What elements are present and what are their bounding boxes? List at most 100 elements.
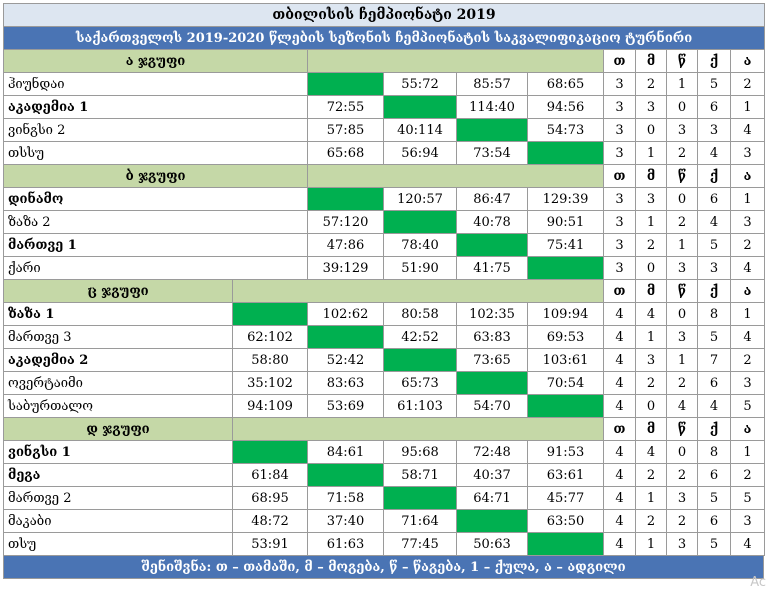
score-cell: 71:58 bbox=[307, 486, 384, 510]
stat-header: თ bbox=[603, 417, 636, 441]
score-cell: 70:54 bbox=[527, 371, 604, 395]
score-cell: 40:78 bbox=[456, 210, 528, 234]
team-name: ქარი bbox=[3, 256, 308, 280]
stat-cell: 3 bbox=[697, 118, 731, 142]
stat-cell: 3 bbox=[603, 118, 636, 142]
score-cell: 63:61 bbox=[527, 463, 604, 487]
self-match-cell bbox=[383, 486, 457, 510]
score-cell: 84:61 bbox=[307, 440, 384, 464]
stat-cell: 1 bbox=[729, 95, 766, 119]
stat-cell: 3 bbox=[635, 95, 667, 119]
standings-sheet: თბილისის ჩემპიონატი 2019 საქართველოს 201… bbox=[2, 3, 766, 579]
stat-cell: 4 bbox=[697, 141, 731, 165]
table-row: მართვე 3 62:102 42:52 63:83 69:53 4 1 3 5 4 bbox=[3, 325, 766, 349]
stat-cell: 4 bbox=[603, 302, 636, 326]
score-cell: 120:57 bbox=[383, 187, 457, 211]
stat-header: ქ bbox=[697, 417, 731, 441]
self-match-cell bbox=[456, 371, 528, 395]
table-row: მართვე 2 68:95 71:58 64:71 45:77 4 1 3 5 5 bbox=[3, 486, 766, 510]
stat-cell: 1 bbox=[666, 233, 698, 257]
watermark-text: Ac bbox=[750, 575, 766, 590]
stat-cell: 5 bbox=[729, 486, 766, 510]
score-cell: 83:63 bbox=[307, 371, 384, 395]
score-cell: 78:40 bbox=[383, 233, 457, 257]
stat-cell: 6 bbox=[697, 187, 731, 211]
score-cell: 80:58 bbox=[383, 302, 457, 326]
stat-cell: 1 bbox=[666, 72, 698, 96]
stat-cell: 3 bbox=[603, 187, 636, 211]
stat-cell: 2 bbox=[635, 233, 667, 257]
self-match-cell bbox=[527, 256, 604, 280]
stat-cell: 5 bbox=[697, 233, 731, 257]
score-cell: 103:61 bbox=[527, 348, 604, 372]
table-row: ჰიუნდაი 55:72 85:57 68:65 3 2 1 5 2 bbox=[3, 72, 766, 96]
stat-cell: 2 bbox=[635, 463, 667, 487]
score-cell: 61:63 bbox=[307, 532, 384, 556]
legend-note: შენიშვნა: თ – თამაში, მ – მოგება, წ – წა… bbox=[3, 555, 764, 579]
group-header-filler bbox=[307, 164, 604, 188]
score-cell: 53:91 bbox=[232, 532, 308, 556]
team-name: აკადემია 1 bbox=[3, 95, 308, 119]
self-match-cell bbox=[232, 302, 308, 326]
score-cell: 71:64 bbox=[383, 509, 457, 533]
self-match-cell bbox=[527, 394, 604, 418]
team-name: მეგა bbox=[3, 463, 233, 487]
stat-cell: 4 bbox=[697, 210, 731, 234]
score-cell: 48:72 bbox=[232, 509, 308, 533]
self-match-cell bbox=[307, 187, 384, 211]
score-cell: 65:73 bbox=[383, 371, 457, 395]
group-title: ც ჯგუფი bbox=[3, 279, 233, 303]
team-name: ვინგსი 1 bbox=[3, 440, 233, 464]
group-title: ა ჯგუფი bbox=[3, 49, 308, 73]
stat-cell: 0 bbox=[635, 118, 667, 142]
stat-cell: 2 bbox=[666, 141, 698, 165]
table-row: თსსუ 65:68 56:94 73:54 3 1 2 4 3 bbox=[3, 141, 766, 165]
score-cell: 63:50 bbox=[527, 509, 604, 533]
team-name: მაკაბი bbox=[3, 509, 233, 533]
table-row: ვინგსი 1 84:61 95:68 72:48 91:53 4 4 0 8 1 bbox=[3, 440, 766, 464]
score-cell: 40:114 bbox=[383, 118, 457, 142]
score-cell: 95:68 bbox=[383, 440, 457, 464]
stat-cell: 4 bbox=[603, 509, 636, 533]
stat-cell: 3 bbox=[666, 532, 698, 556]
stat-cell: 1 bbox=[729, 302, 766, 326]
score-cell: 102:35 bbox=[456, 302, 528, 326]
score-cell: 129:39 bbox=[527, 187, 604, 211]
stat-cell: 0 bbox=[666, 302, 698, 326]
stat-cell: 2 bbox=[729, 463, 766, 487]
score-cell: 41:75 bbox=[456, 256, 528, 280]
stat-cell: 5 bbox=[697, 325, 731, 349]
stat-cell: 2 bbox=[666, 463, 698, 487]
stat-cell: 4 bbox=[603, 463, 636, 487]
score-cell: 77:45 bbox=[383, 532, 457, 556]
stat-cell: 3 bbox=[666, 118, 698, 142]
group-header-row: ც ჯგუფი თ მ წ ქ ა bbox=[3, 279, 766, 303]
stat-cell: 6 bbox=[697, 371, 731, 395]
stat-cell: 4 bbox=[603, 440, 636, 464]
table-row: ოვერტაიმი 35:102 83:63 65:73 70:54 4 2 2 6 3 bbox=[3, 371, 766, 395]
stat-header: მ bbox=[635, 49, 667, 73]
stat-cell: 2 bbox=[729, 348, 766, 372]
score-cell: 58:71 bbox=[383, 463, 457, 487]
score-cell: 114:40 bbox=[456, 95, 528, 119]
score-cell: 85:57 bbox=[456, 72, 528, 96]
score-cell: 54:70 bbox=[456, 394, 528, 418]
stat-cell: 0 bbox=[635, 256, 667, 280]
stat-cell: 8 bbox=[697, 302, 731, 326]
score-cell: 58:80 bbox=[232, 348, 308, 372]
score-cell: 102:62 bbox=[307, 302, 384, 326]
score-cell: 61:103 bbox=[383, 394, 457, 418]
score-cell: 51:90 bbox=[383, 256, 457, 280]
group-title: ბ ჯგუფი bbox=[3, 164, 308, 188]
score-cell: 72:55 bbox=[307, 95, 384, 119]
group-header-row: დ ჯგუფი თ მ წ ქ ა bbox=[3, 417, 766, 441]
stat-cell: 6 bbox=[697, 95, 731, 119]
score-cell: 57:85 bbox=[307, 118, 384, 142]
team-name: ოვერტაიმი bbox=[3, 371, 233, 395]
stat-header: მ bbox=[635, 164, 667, 188]
stat-cell: 1 bbox=[635, 486, 667, 510]
table-row: ზაზა 2 57:120 40:78 90:51 3 1 2 4 3 bbox=[3, 210, 766, 234]
stat-cell: 2 bbox=[635, 371, 667, 395]
score-cell: 35:102 bbox=[232, 371, 308, 395]
self-match-cell bbox=[383, 95, 457, 119]
